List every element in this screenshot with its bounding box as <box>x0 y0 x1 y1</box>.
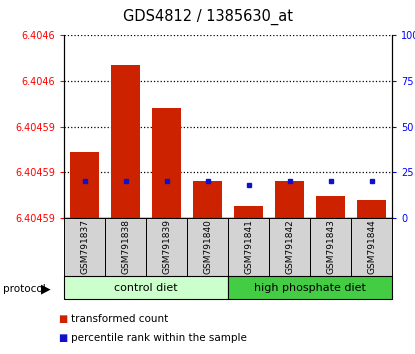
Text: GDS4812 / 1385630_at: GDS4812 / 1385630_at <box>122 9 293 25</box>
Bar <box>316 196 345 218</box>
Bar <box>357 200 386 218</box>
Bar <box>276 181 304 218</box>
Bar <box>234 206 263 218</box>
Text: ■: ■ <box>58 333 67 343</box>
Text: ■: ■ <box>58 314 67 324</box>
Bar <box>112 64 140 218</box>
Text: control diet: control diet <box>115 282 178 293</box>
Text: GSM791842: GSM791842 <box>285 219 294 274</box>
Text: ▶: ▶ <box>41 282 50 295</box>
Text: GSM791843: GSM791843 <box>326 219 335 274</box>
FancyBboxPatch shape <box>269 218 310 276</box>
Text: GSM791844: GSM791844 <box>367 219 376 274</box>
FancyBboxPatch shape <box>64 218 105 276</box>
FancyBboxPatch shape <box>64 276 228 299</box>
Text: GSM791841: GSM791841 <box>244 219 253 274</box>
FancyBboxPatch shape <box>228 218 269 276</box>
FancyBboxPatch shape <box>351 218 392 276</box>
Bar <box>193 181 222 218</box>
Text: GSM791837: GSM791837 <box>81 219 89 274</box>
Text: high phosphate diet: high phosphate diet <box>254 282 366 293</box>
FancyBboxPatch shape <box>105 218 146 276</box>
Bar <box>71 152 99 218</box>
FancyBboxPatch shape <box>310 218 351 276</box>
Text: GSM791839: GSM791839 <box>162 219 171 274</box>
Text: transformed count: transformed count <box>71 314 168 324</box>
Text: GSM791840: GSM791840 <box>203 219 212 274</box>
FancyBboxPatch shape <box>187 218 228 276</box>
Text: GSM791838: GSM791838 <box>121 219 130 274</box>
Bar <box>152 108 181 218</box>
FancyBboxPatch shape <box>146 218 187 276</box>
Text: percentile rank within the sample: percentile rank within the sample <box>71 333 247 343</box>
Text: protocol: protocol <box>3 284 46 293</box>
FancyBboxPatch shape <box>228 276 392 299</box>
